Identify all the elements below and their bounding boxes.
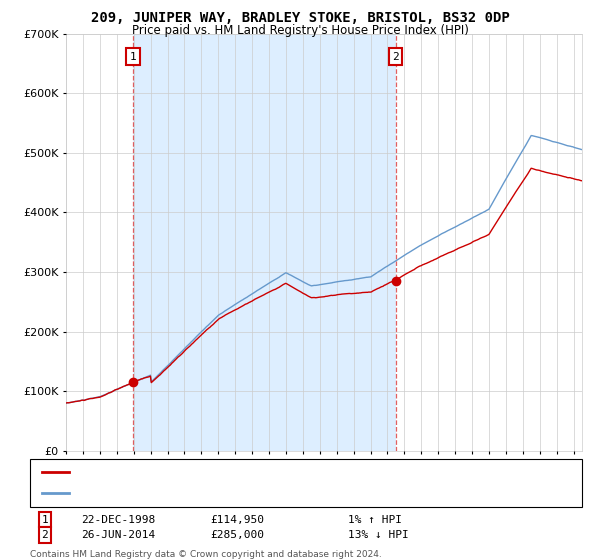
Text: 2: 2	[41, 530, 49, 540]
Text: £114,950: £114,950	[210, 515, 264, 525]
Text: Contains HM Land Registry data © Crown copyright and database right 2024.
This d: Contains HM Land Registry data © Crown c…	[30, 550, 382, 560]
Text: 26-JUN-2014: 26-JUN-2014	[81, 530, 155, 540]
Text: 1: 1	[130, 52, 137, 62]
Text: 22-DEC-1998: 22-DEC-1998	[81, 515, 155, 525]
Text: 209, JUNIPER WAY, BRADLEY STOKE, BRISTOL, BS32 0DP: 209, JUNIPER WAY, BRADLEY STOKE, BRISTOL…	[91, 11, 509, 25]
Text: 2: 2	[392, 52, 399, 62]
Text: Price paid vs. HM Land Registry's House Price Index (HPI): Price paid vs. HM Land Registry's House …	[131, 24, 469, 36]
Text: 1: 1	[41, 515, 49, 525]
Text: HPI: Average price, detached house, South Gloucestershire: HPI: Average price, detached house, Sout…	[72, 488, 381, 498]
Text: 13% ↓ HPI: 13% ↓ HPI	[348, 530, 409, 540]
Text: 209, JUNIPER WAY, BRADLEY STOKE, BRISTOL, BS32 0DP (detached house): 209, JUNIPER WAY, BRADLEY STOKE, BRISTOL…	[72, 466, 460, 477]
Text: £285,000: £285,000	[210, 530, 264, 540]
Bar	[133, 34, 396, 451]
Text: 1% ↑ HPI: 1% ↑ HPI	[348, 515, 402, 525]
